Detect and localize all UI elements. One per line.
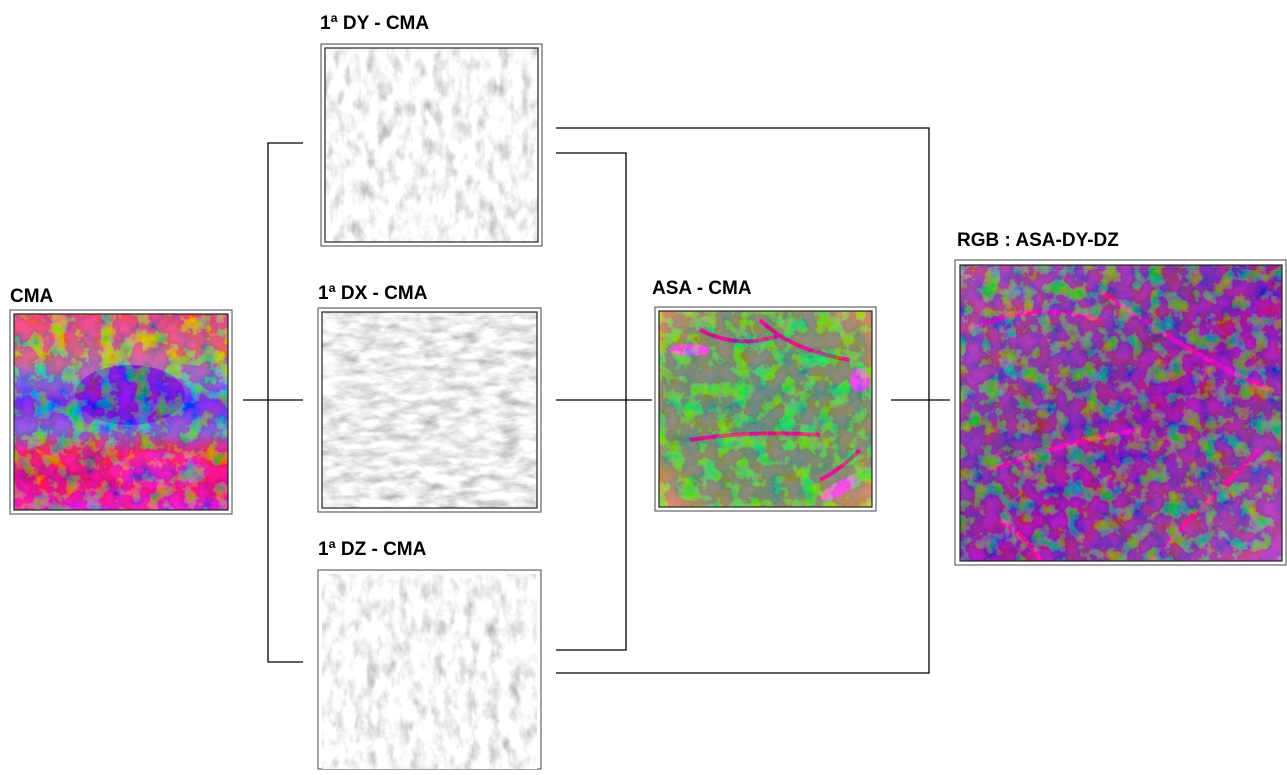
dy-image xyxy=(321,44,542,246)
node-label: 1ª DY - CMA xyxy=(320,13,429,34)
dx-image xyxy=(318,308,541,512)
diagram: CMA 1ª DY - CMA 1ª DX - CMA 1ª DZ - CMA … xyxy=(0,0,1287,770)
dz-image xyxy=(318,570,541,769)
node-label: ASA - CMA xyxy=(652,278,752,299)
cma-image xyxy=(10,310,232,514)
node-label: 1ª DX - CMA xyxy=(318,283,428,304)
node-label: RGB : ASA-DY-DZ xyxy=(957,230,1119,251)
node-label: CMA xyxy=(10,286,54,307)
asa-image xyxy=(655,307,876,511)
node-label: 1ª DZ - CMA xyxy=(318,539,427,560)
rgb-image xyxy=(955,260,1286,565)
